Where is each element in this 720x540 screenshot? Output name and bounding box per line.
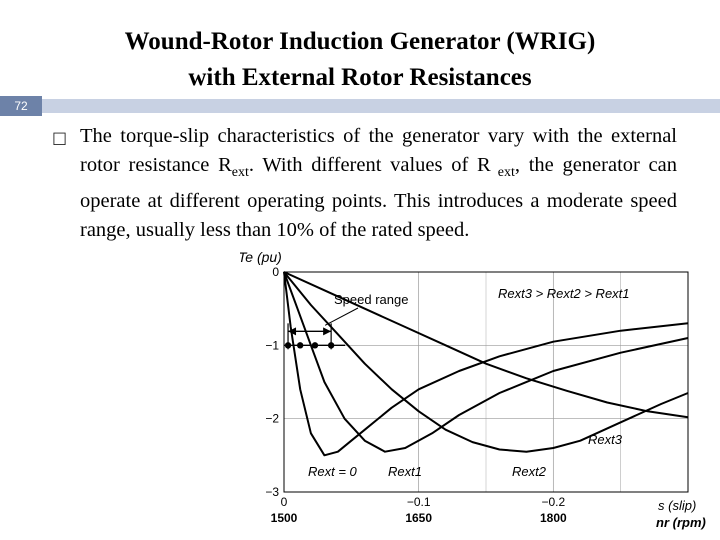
slide-number-box [0,96,42,116]
x-tick-label-0: 0 [281,495,288,509]
series-label-rext0: Rext = 0 [308,464,358,479]
series-line-0 [283,271,689,457]
x-tick-label-2: −0.2 [541,495,565,509]
series-line-1 [283,271,689,453]
x2-tick-label-1: 1650 [405,511,432,525]
series-line-3 [283,271,689,419]
y-tick-label-1: −1 [265,338,279,352]
y-axis-label: Te (pu) [240,249,282,265]
series-label-rext1: Rext1 [388,464,422,479]
x2-axis-label: nr (rpm) [656,515,706,530]
chart-grid [284,272,688,492]
speed-range-arrowhead-right [323,327,332,336]
title-line-2: with External Rotor Resistances [188,64,532,91]
rext-ordering-label: Rext3 > Rext2 > Rext1 [498,286,630,301]
series-line-2 [283,271,689,453]
x-axis-label: s (slip) [658,498,696,513]
series-label-rext2: Rext2 [512,464,547,479]
body-subscript-1: ext [231,165,249,181]
x-tick-label-1: −0.1 [407,495,431,509]
body-text-1: The torque-slip characteristics of the g… [80,125,677,176]
plot-frame [283,271,689,493]
series-label-rext3: Rext3 [588,432,623,447]
square-bullet-icon: □ [52,128,68,147]
header-rule [42,99,720,113]
y-tick-label-2: −2 [265,412,279,426]
y-tick-label-3: −3 [265,485,279,499]
operating-points [284,342,346,349]
slide-number: 72 [14,99,28,113]
speed-range-label: Speed range [334,292,408,307]
speed-range-arrowhead-left [288,327,297,336]
body-paragraph: The torque-slip characteristics of the g… [80,122,677,245]
x2-tick-label-0: 1500 [271,511,298,525]
y-tick-label-0: 0 [272,265,279,279]
chart-series [283,271,689,457]
speed-range-leader [324,307,359,326]
slide-title: Wound-Rotor Induction Generator (WRIG) w… [0,24,720,96]
body-subscript-2: ext [490,165,515,181]
title-line-1: Wound-Rotor Induction Generator (WRIG) [124,28,596,55]
x2-tick-label-2: 1800 [540,511,567,525]
body-text-2: . With different values of R [248,154,491,176]
body-text-3: , the generator can operate at different… [80,154,677,242]
